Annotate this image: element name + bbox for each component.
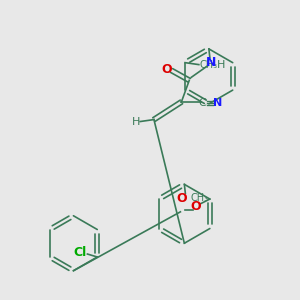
Text: O: O [191,200,201,213]
Text: C: C [198,98,206,108]
Text: CH₃: CH₃ [190,193,208,203]
Text: O: O [161,63,172,76]
Text: O: O [176,192,187,205]
Text: CH₃: CH₃ [200,60,218,70]
Text: H: H [217,60,225,70]
Text: Cl: Cl [73,246,86,259]
Text: N: N [213,98,222,108]
Text: H: H [132,116,140,127]
Text: N: N [206,56,216,69]
